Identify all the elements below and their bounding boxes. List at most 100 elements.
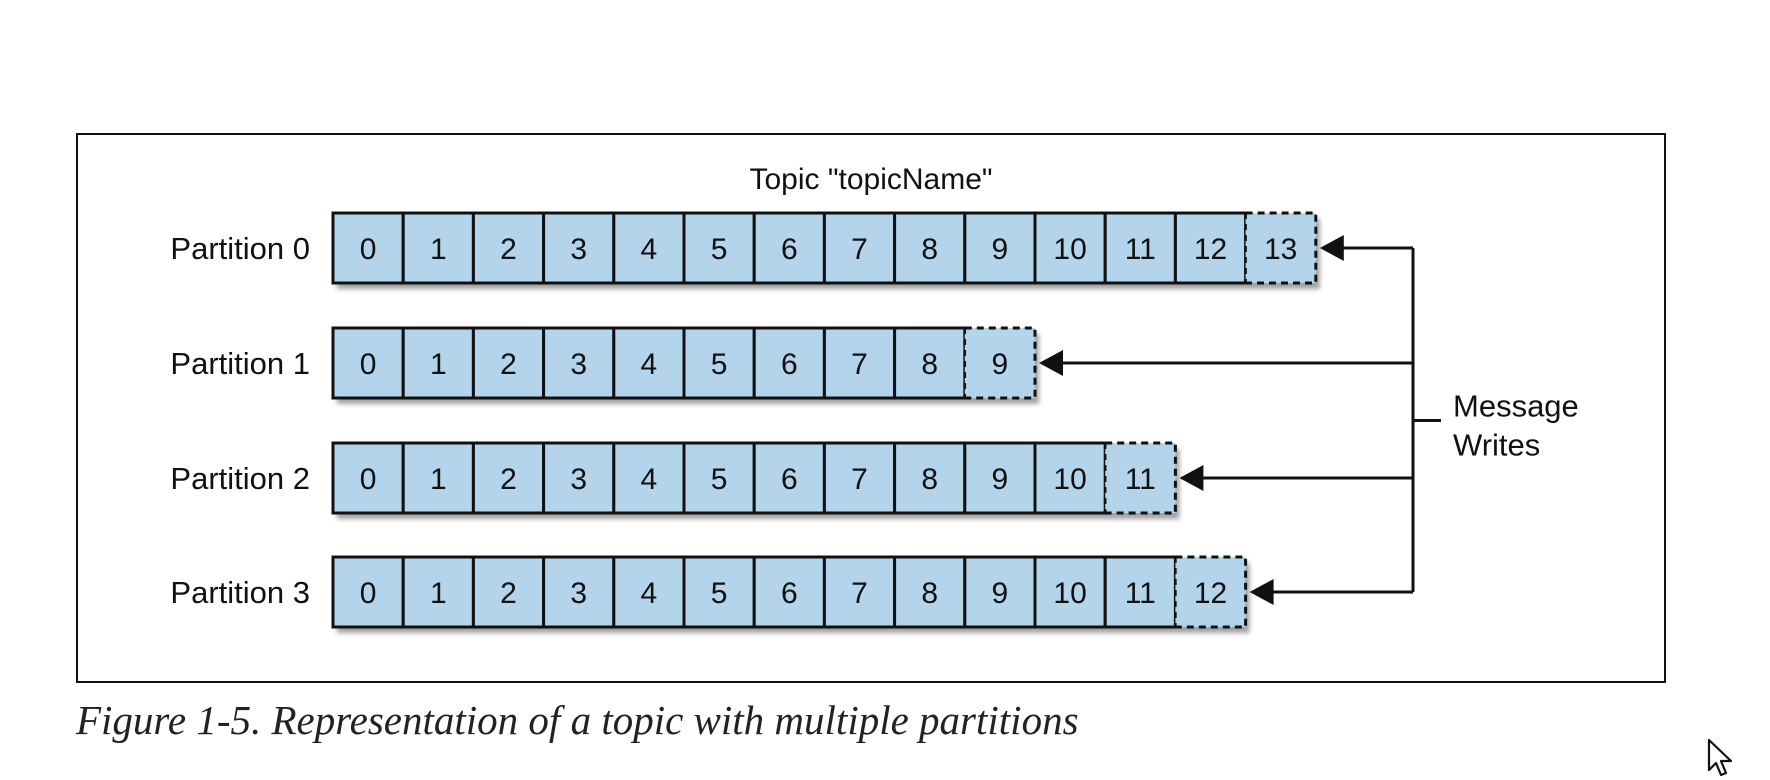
offset-cell	[403, 213, 474, 283]
partition-row-0: Partition 0 0 1 2 3 4 5 6 7 8 9 10 11 12 13	[170, 211, 1320, 289]
offset-cell	[1035, 213, 1106, 283]
offset-number: 9	[992, 577, 1009, 610]
offset-number: 11	[1125, 233, 1156, 266]
offset-cell	[543, 328, 614, 398]
write-arrowhead-icon	[1039, 350, 1063, 376]
offset-number: 0	[360, 233, 377, 266]
offset-cell	[754, 557, 825, 627]
offset-number: 11	[1125, 463, 1156, 496]
partition-row-1: Partition 1 0 1 2 3 4 5 6 7 8 9	[170, 326, 1039, 404]
offset-cell	[473, 328, 544, 398]
offset-cell	[754, 213, 825, 283]
offset-number: 4	[641, 348, 658, 381]
offset-number: 1	[430, 348, 447, 381]
offset-number: 4	[641, 233, 658, 266]
offset-cell	[684, 328, 755, 398]
offset-cell	[613, 213, 684, 283]
offset-number: 2	[500, 463, 517, 496]
offset-cell	[613, 557, 684, 627]
offset-number: 10	[1053, 577, 1086, 610]
offset-cell	[473, 213, 544, 283]
offset-number: 8	[921, 233, 938, 266]
offset-number: 4	[641, 463, 658, 496]
pending-offset-cell	[1245, 213, 1316, 283]
offset-cell	[403, 443, 474, 513]
offset-number: 8	[921, 577, 938, 610]
offset-number: 6	[781, 233, 798, 266]
offset-number: 5	[711, 348, 728, 381]
offset-number: 7	[851, 348, 868, 381]
offset-number: 5	[711, 233, 728, 266]
offset-number: 8	[921, 463, 938, 496]
offset-cell	[684, 557, 755, 627]
offset-number: 3	[570, 233, 587, 266]
offset-number: 2	[500, 348, 517, 381]
offset-cell	[684, 443, 755, 513]
offset-number: 3	[570, 348, 587, 381]
offset-cell	[333, 213, 404, 283]
offset-cell	[333, 328, 404, 398]
offset-cell	[333, 557, 404, 627]
offset-number: 1	[430, 577, 447, 610]
offset-cell	[964, 443, 1035, 513]
offset-cell	[543, 213, 614, 283]
offset-number: 5	[711, 463, 728, 496]
pending-offset-cell	[1105, 443, 1176, 513]
figure-caption: Figure 1-5. Representation of a topic wi…	[76, 697, 1079, 743]
offset-number: 9	[992, 233, 1009, 266]
offset-cell	[1105, 557, 1176, 627]
offset-cell	[1035, 557, 1106, 627]
offset-number: 6	[781, 348, 798, 381]
offset-number: 9	[992, 463, 1009, 496]
offset-number: 11	[1125, 577, 1156, 610]
offset-cell	[824, 443, 895, 513]
partition-row-3: Partition 3 0 1 2 3 4 5 6 7 8 9 10 11 12	[170, 555, 1250, 633]
message-writes-label-line: Writes	[1453, 428, 1540, 463]
offset-cell	[824, 213, 895, 283]
offset-cell	[613, 443, 684, 513]
offset-number: 12	[1194, 577, 1227, 610]
offset-cell	[964, 213, 1035, 283]
offset-number: 8	[921, 348, 938, 381]
offset-cell	[403, 557, 474, 627]
offset-number: 12	[1194, 233, 1227, 266]
topic-title: Topic "topicName"	[749, 163, 992, 196]
offset-cell	[894, 213, 965, 283]
partition-label: Partition 2	[170, 461, 310, 496]
arrow-pointer-icon	[1707, 738, 1733, 777]
offset-number: 13	[1264, 233, 1297, 266]
offset-cell	[684, 213, 755, 283]
offset-number: 10	[1053, 463, 1086, 496]
offset-cell	[613, 328, 684, 398]
offset-cell	[754, 328, 825, 398]
offset-cell	[543, 443, 614, 513]
offset-cell	[543, 557, 614, 627]
offset-cell	[1175, 213, 1246, 283]
offset-number: 4	[641, 577, 658, 610]
offset-cell	[894, 557, 965, 627]
offset-cell	[403, 328, 474, 398]
offset-number: 9	[992, 348, 1009, 381]
offset-number: 6	[781, 577, 798, 610]
partition-row-2: Partition 2 0 1 2 3 4 5 6 7 8 9 10 11	[170, 441, 1180, 519]
offset-cell	[333, 443, 404, 513]
write-arrowhead-icon	[1179, 465, 1204, 491]
offset-number: 0	[360, 577, 377, 610]
offset-number: 1	[430, 463, 447, 496]
offset-number: 5	[711, 577, 728, 610]
partition-label: Partition 1	[170, 346, 310, 381]
write-arrowhead-icon	[1249, 579, 1274, 605]
offset-number: 0	[360, 348, 377, 381]
offset-number: 7	[851, 463, 868, 496]
offset-number: 1	[430, 233, 447, 266]
offset-number: 3	[570, 577, 587, 610]
offset-cell	[824, 557, 895, 627]
offset-number: 2	[500, 577, 517, 610]
write-arrowhead-icon	[1319, 235, 1344, 261]
pending-offset-cell	[1175, 557, 1246, 627]
offset-cell	[824, 328, 895, 398]
offset-cell	[1035, 443, 1106, 513]
offset-number: 3	[570, 463, 587, 496]
offset-number: 10	[1053, 233, 1086, 266]
